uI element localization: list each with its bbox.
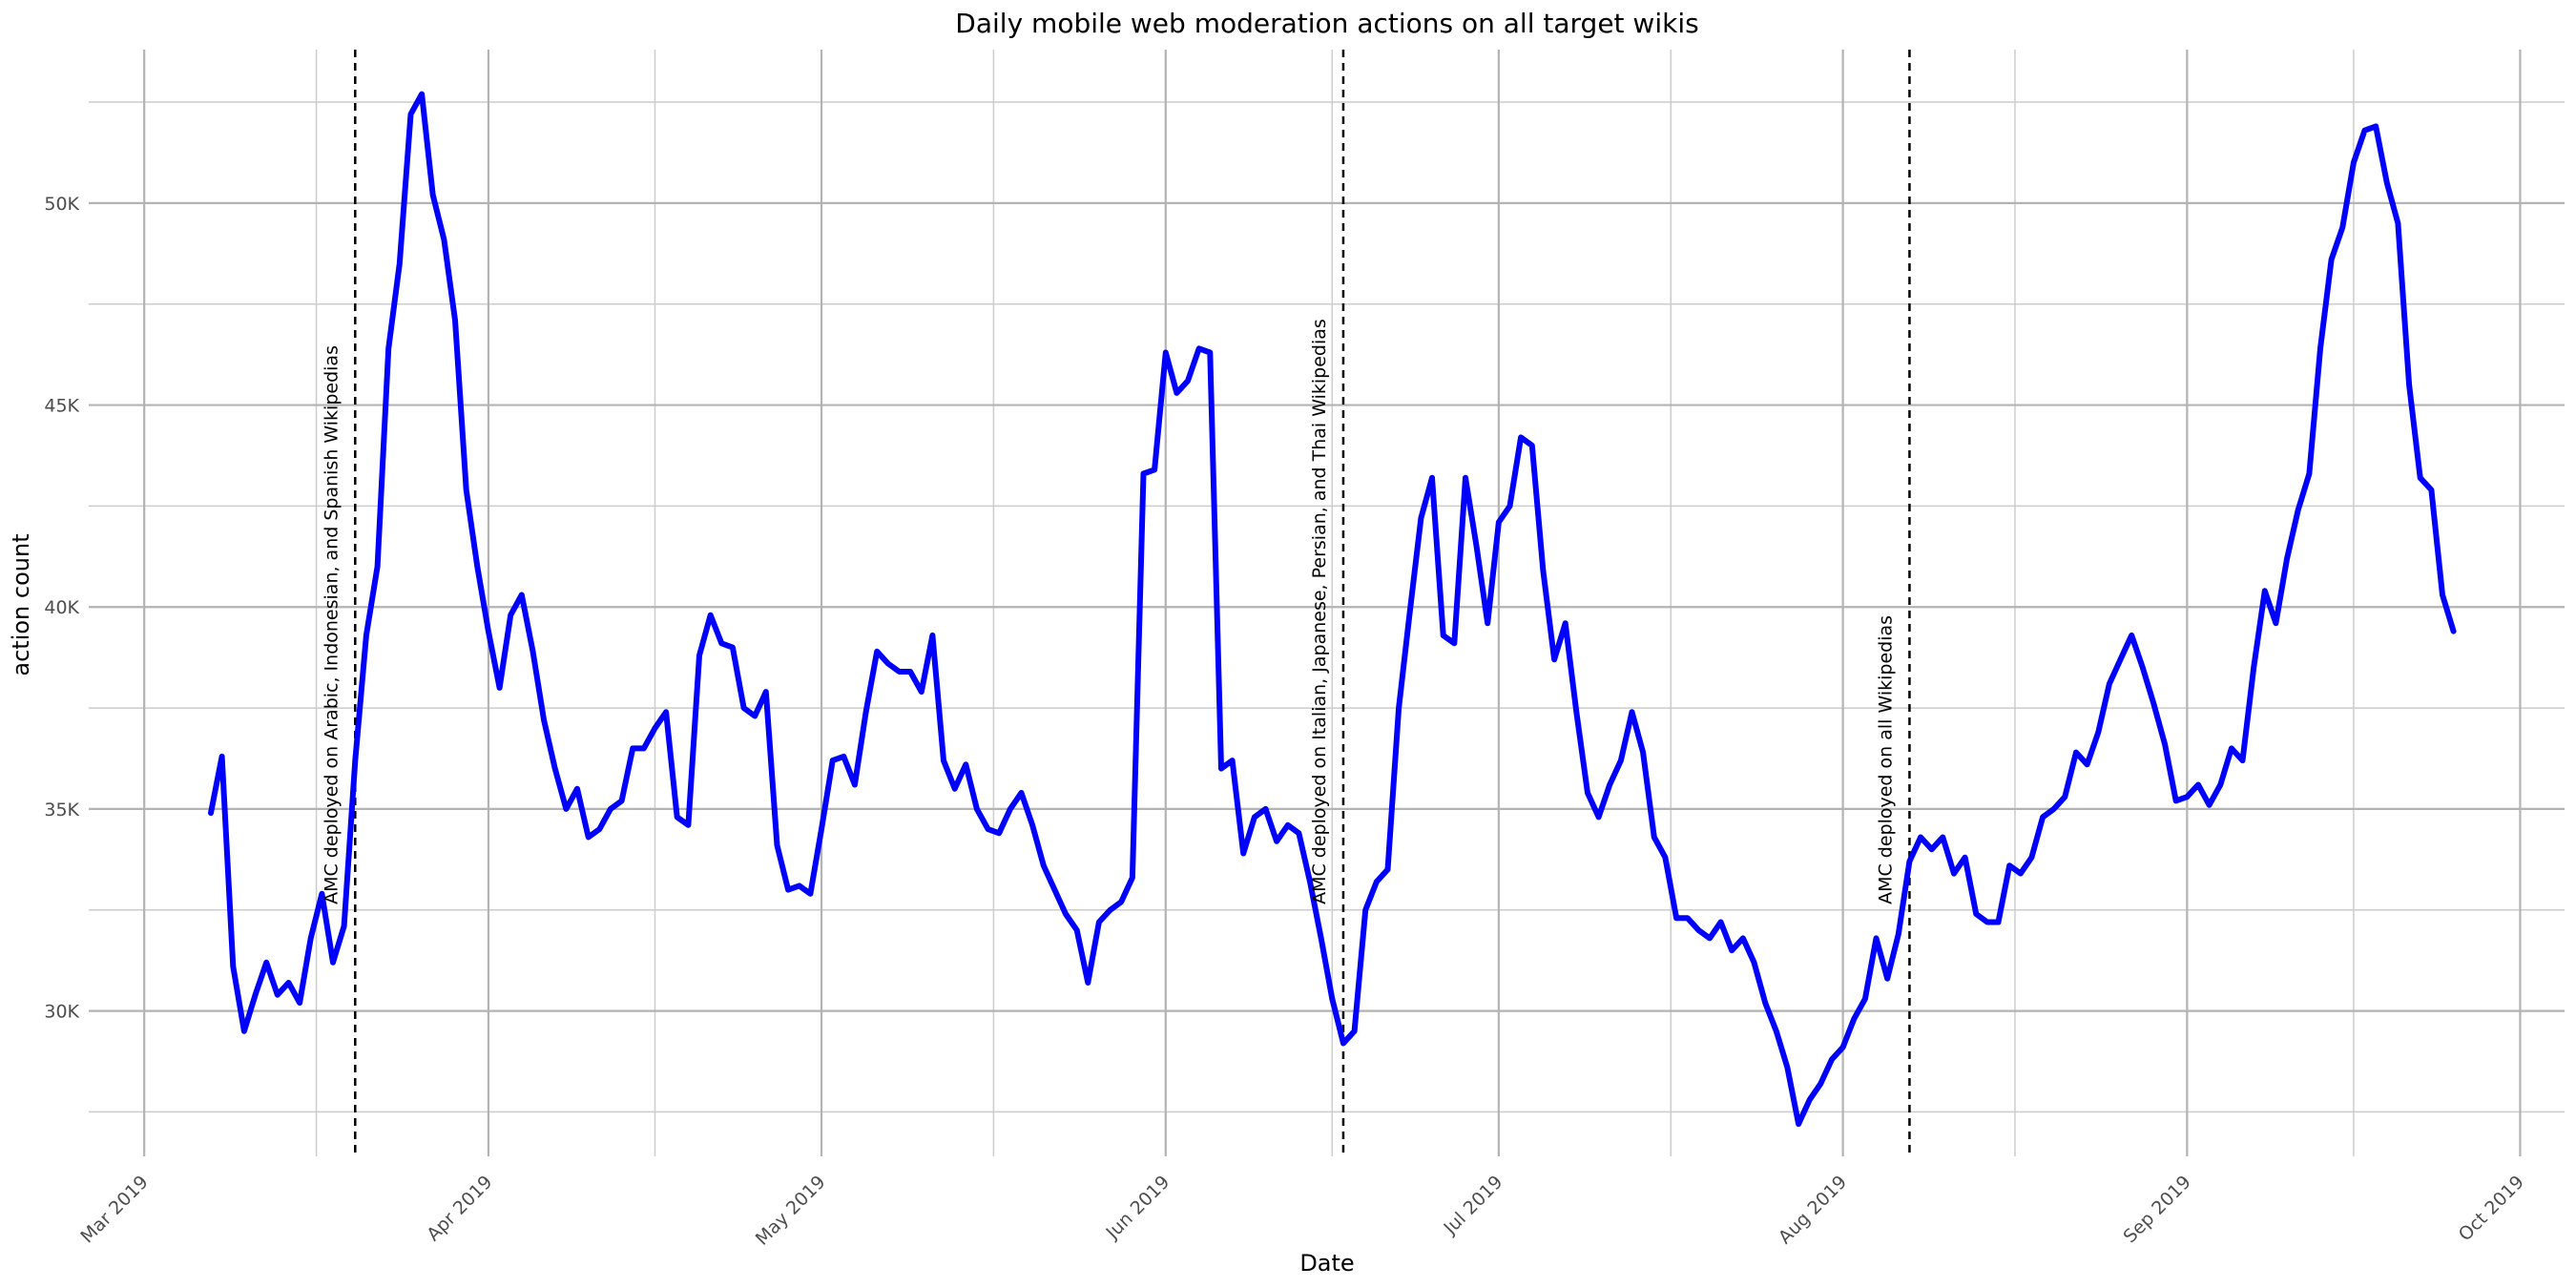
x-tick-label: Jun 2019 [1102, 1172, 1174, 1244]
x-axis-ticks: Mar 2019 Apr 2019 May 2019 Jun 2019 Jul 2019… [76, 1172, 2528, 1250]
event-lines [354, 50, 1911, 1156]
minor-gridlines [89, 50, 2565, 1156]
x-axis-title: Date [1299, 1250, 1354, 1277]
x-tick-label: Apr 2019 [423, 1172, 496, 1245]
x-tick-label: Mar 2019 [76, 1172, 152, 1247]
y-axis-ticks: 30K 35K 40K 45K 50K [44, 194, 79, 1023]
event-annotation: AMC deployed on Italian, Japanese, Persi… [1309, 319, 1330, 904]
x-tick-label: Aug 2019 [1775, 1172, 1851, 1248]
y-tick-label: 50K [44, 194, 79, 215]
event-annotation: AMC deployed on all Wikipedias [1875, 615, 1896, 904]
major-gridlines [89, 50, 2565, 1156]
y-tick-label: 40K [44, 597, 79, 618]
y-tick-label: 30K [44, 1002, 79, 1023]
x-tick-label: May 2019 [752, 1172, 830, 1250]
series-line [208, 91, 2457, 1128]
y-tick-label: 45K [44, 396, 79, 417]
event-annotations: AMC deployed on Arabic, Indonesian, and … [321, 319, 1896, 904]
x-tick-label: Sep 2019 [2120, 1172, 2195, 1247]
y-axis-title: action count [8, 533, 34, 675]
y-tick-label: 35K [44, 800, 79, 821]
event-annotation: AMC deployed on Arabic, Indonesian, and … [321, 345, 342, 904]
x-tick-label: Oct 2019 [2455, 1172, 2528, 1245]
x-tick-label: Jul 2019 [1439, 1172, 1506, 1239]
chart-title: Daily mobile web moderation actions on a… [955, 8, 1698, 39]
